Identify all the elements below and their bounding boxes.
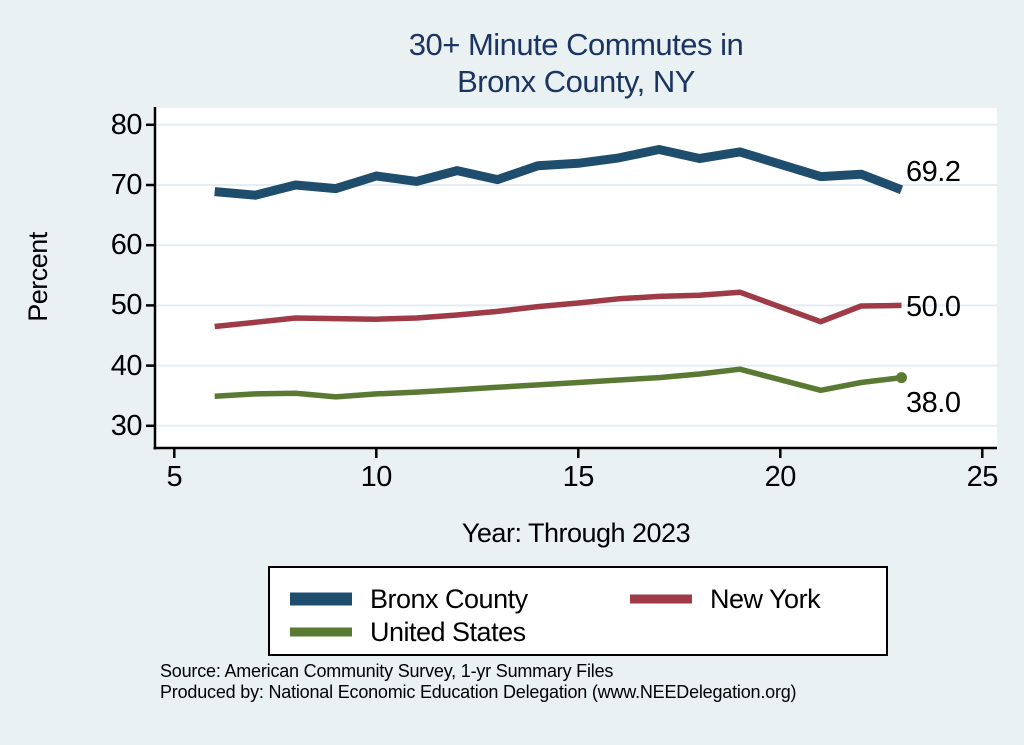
x-axis-title: Year: Through 2023 (461, 518, 691, 548)
source-line: Source: American Community Survey, 1-yr … (160, 661, 614, 681)
y-tick-label: 50 (110, 289, 143, 322)
legend: Bronx County New York United States (268, 566, 888, 656)
y-tick-label: 30 (110, 409, 143, 442)
y-tick-label: 80 (110, 108, 143, 141)
axes (146, 107, 997, 458)
series-line-2 (214, 366, 902, 400)
legend-label-united-states: United States (370, 617, 526, 647)
x-tick-label: 25 (966, 461, 999, 493)
series-lines (214, 145, 907, 400)
legend-swatch-bronx-county (290, 592, 352, 606)
x-tick-label: 10 (360, 461, 393, 493)
legend-item-new-york: New York (630, 581, 880, 617)
legend-item-bronx-county: Bronx County (290, 581, 610, 617)
legend-item-united-states: United States (290, 614, 610, 650)
end-value-label-bronx-county: 69.2 (906, 156, 961, 188)
y-tick-label: 60 (110, 229, 143, 262)
y-axis-title: Percent (23, 232, 53, 322)
chart-title: 30+ Minute Commutes in Bronx County, NY (155, 26, 997, 100)
source-note: Source: American Community Survey, 1-yr … (160, 661, 797, 703)
series-line-1 (214, 289, 902, 330)
chart-title-line1: 30+ Minute Commutes in (408, 27, 744, 62)
legend-swatch-new-york (630, 594, 692, 604)
x-tick-label: 20 (764, 461, 797, 493)
x-tick-label: 15 (562, 461, 595, 493)
end-value-label-united-states: 38.0 (906, 387, 961, 419)
y-tick-label: 40 (110, 349, 143, 382)
legend-label-new-york: New York (710, 584, 821, 614)
chart-title-line2: Bronx County, NY (457, 64, 695, 99)
y-tick-label: 70 (110, 169, 143, 201)
legend-swatch-united-states (290, 627, 352, 637)
series-end-marker-2 (896, 372, 907, 384)
produced-by-line: Produced by: National Economic Education… (160, 682, 797, 702)
end-value-label-new-york: 50.0 (906, 291, 961, 323)
series-line-0 (214, 145, 904, 200)
x-tick-label: 5 (166, 461, 183, 493)
legend-label-bronx-county: Bronx County (370, 584, 528, 614)
